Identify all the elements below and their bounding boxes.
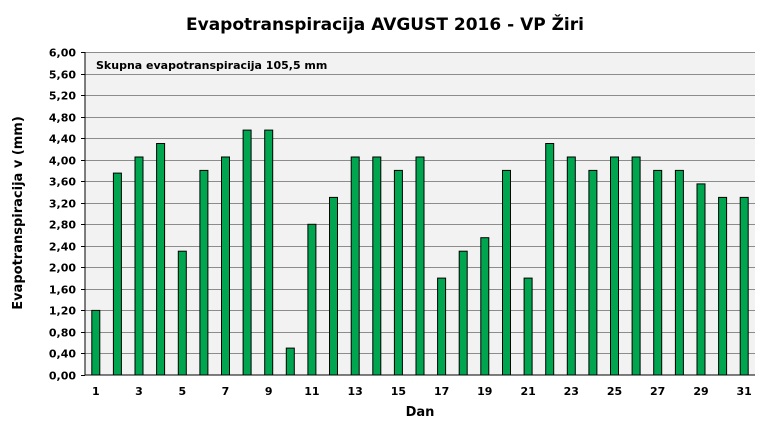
- x-tick-label: 1: [92, 385, 100, 398]
- total-annotation: Skupna evapotranspiracija 105,5 mm: [96, 59, 327, 72]
- y-tick-label: 3,20: [49, 198, 76, 211]
- bar-day-18: [458, 250, 468, 376]
- bar-day-12: [329, 196, 338, 376]
- x-axis-label: Dan: [406, 405, 435, 420]
- y-tick-label: 2,00: [49, 262, 76, 275]
- bar-day-7: [221, 156, 230, 376]
- bar-day-9: [264, 129, 274, 376]
- bar-day-25: [610, 156, 619, 376]
- x-tick-label: 31: [737, 385, 752, 398]
- x-tick-label: 23: [564, 385, 579, 398]
- y-axis-label: Evapotranspiracija v (mm): [11, 116, 26, 310]
- y-tick-label: 0,80: [49, 327, 76, 340]
- x-tick-label: 3: [135, 385, 143, 398]
- bar-day-19: [480, 237, 490, 376]
- x-tick-label: 25: [607, 385, 622, 398]
- x-tick-label: 9: [265, 385, 273, 398]
- bar-day-21: [523, 277, 533, 376]
- x-tick-label: 17: [434, 385, 449, 398]
- bar-day-1: [91, 309, 101, 376]
- bar-day-31: [739, 196, 749, 376]
- bar-day-28: [674, 169, 684, 376]
- y-tick-label: 6,00: [49, 47, 76, 60]
- bar-day-13: [350, 156, 360, 376]
- bar-day-8: [242, 129, 252, 376]
- bar-day-30: [718, 196, 728, 376]
- bar-day-22: [545, 143, 555, 376]
- x-tick-label: 5: [178, 385, 186, 398]
- y-tick-label: 4,40: [49, 133, 76, 146]
- x-tick-label: 21: [520, 385, 535, 398]
- x-tick-label: 27: [650, 385, 665, 398]
- bar-day-4: [156, 143, 166, 376]
- bar-day-6: [199, 169, 209, 376]
- bars: [91, 129, 749, 376]
- bar-day-15: [393, 169, 403, 376]
- x-tick-label: 7: [222, 385, 230, 398]
- bar-day-23: [566, 156, 576, 376]
- bar-day-29: [696, 183, 706, 376]
- x-tick-label: 11: [304, 385, 319, 398]
- y-tick-label: 4,00: [49, 155, 76, 168]
- y-tick-label: 5,60: [49, 69, 76, 82]
- y-tick-label: 2,80: [49, 219, 76, 232]
- bar-day-17: [437, 277, 447, 376]
- x-tick-label: 29: [693, 385, 708, 398]
- y-tick-label: 0,00: [49, 370, 76, 383]
- bar-day-14: [372, 156, 382, 376]
- bar-day-5: [177, 250, 187, 376]
- y-tick-label: 2,40: [49, 241, 76, 254]
- bar-day-16: [415, 156, 425, 376]
- x-tick-label: 15: [391, 385, 406, 398]
- x-axis-ticks: 1 3 5 7 9 11 13 15 17 19 21 23 25 27 29 31: [92, 385, 752, 398]
- bar-day-3: [134, 156, 144, 376]
- bar-day-27: [653, 169, 663, 376]
- bar-day-2: [112, 172, 122, 376]
- y-tick-label: 5,20: [49, 90, 76, 103]
- y-axis-ticks: 0,00 0,40 0,80 1,20 1,60 2,00 2,40 2,80 3,20 3,60…: [49, 47, 85, 383]
- y-tick-label: 1,20: [49, 305, 76, 318]
- bar-day-24: [588, 169, 598, 376]
- bar-day-20: [502, 169, 511, 376]
- bar-day-26: [631, 156, 641, 376]
- bar-day-10: [285, 347, 295, 376]
- y-tick-label: 3,60: [49, 176, 76, 189]
- bar-day-11: [307, 223, 317, 376]
- y-tick-label: 0,40: [49, 348, 76, 361]
- x-tick-label: 19: [477, 385, 492, 398]
- chart-title: Evapotranspiracija AVGUST 2016 - VP Žiri: [186, 13, 584, 35]
- x-tick-label: 13: [348, 385, 363, 398]
- y-tick-label: 1,60: [49, 284, 76, 297]
- y-tick-label: 4,80: [49, 112, 76, 125]
